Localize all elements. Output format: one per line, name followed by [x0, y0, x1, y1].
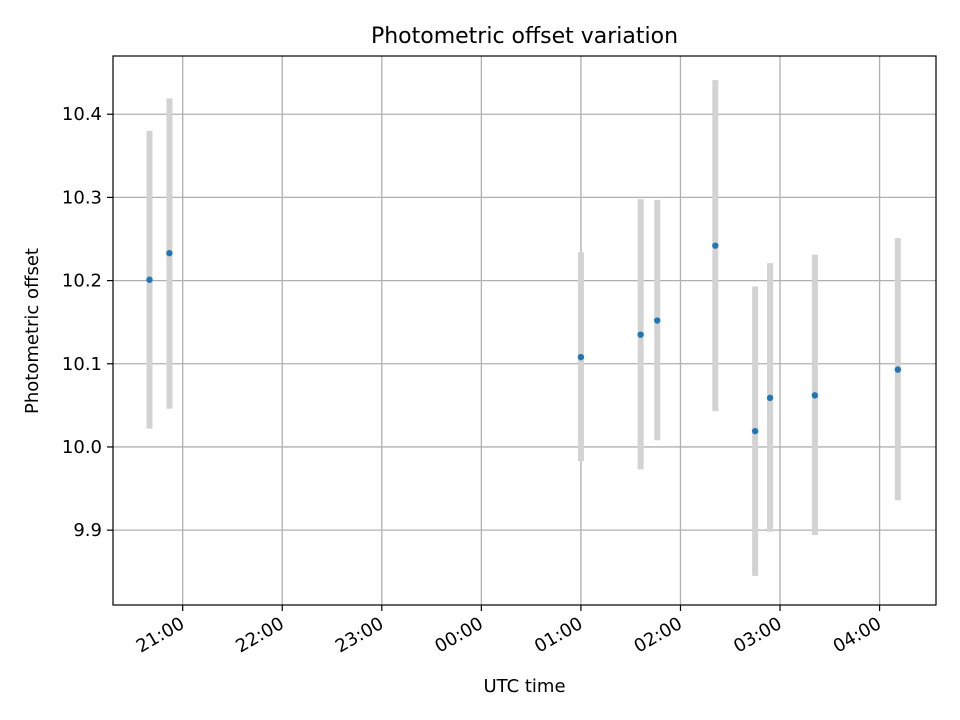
- data-point: [751, 427, 759, 435]
- y-tick-label: 10.1: [62, 354, 102, 375]
- y-tick-label: 9.9: [73, 520, 102, 541]
- grid: [113, 56, 936, 605]
- data-point: [146, 276, 153, 283]
- data-point: [166, 249, 173, 257]
- y-axis-ticks: 9.9 10.0 10.1 10.2 10.3 10.4: [62, 104, 113, 541]
- y-tick-label: 10.0: [62, 437, 102, 458]
- data-point: [811, 392, 819, 399]
- data-point: [712, 242, 719, 249]
- x-axis-label: UTC time: [483, 676, 565, 697]
- data-point: [577, 353, 585, 361]
- plot-frame: [112, 55, 937, 606]
- chart-title: Photometric offset variation: [371, 24, 678, 49]
- data-point: [654, 317, 661, 324]
- y-axis-label: Photometric offset: [22, 248, 43, 414]
- data-point: [637, 331, 644, 338]
- data-point: [894, 366, 902, 373]
- y-tick-label: 10.4: [62, 104, 102, 125]
- y-tick-label: 10.3: [62, 187, 102, 208]
- data-point: [766, 394, 774, 402]
- data-points: [146, 242, 902, 435]
- y-tick-label: 10.2: [62, 271, 102, 292]
